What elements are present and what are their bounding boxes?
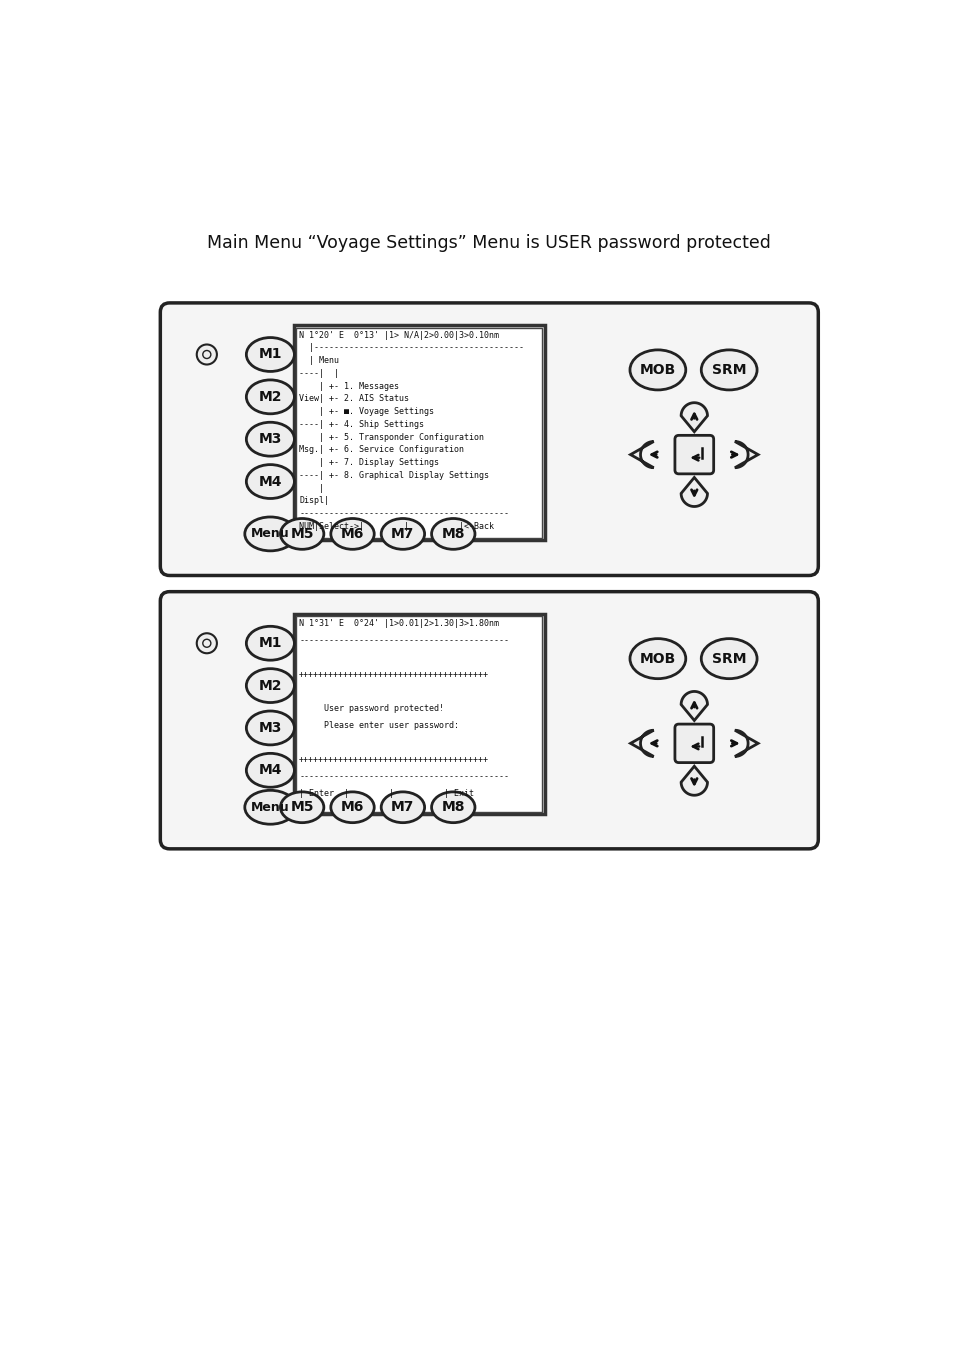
Text: M7: M7 (391, 801, 415, 814)
Text: M3: M3 (258, 721, 282, 734)
Text: M2: M2 (258, 679, 282, 693)
Ellipse shape (280, 792, 323, 822)
Text: SRM: SRM (711, 363, 745, 377)
Text: ------------------------------------------: ----------------------------------------… (298, 772, 509, 782)
Text: | Menu: | Menu (298, 356, 338, 365)
Text: | +- ■. Voyage Settings: | +- ■. Voyage Settings (298, 408, 434, 416)
Polygon shape (734, 441, 758, 467)
Text: N 1°20' E  0°13' |1> N/A|2>0.00|3>0.10nm: N 1°20' E 0°13' |1> N/A|2>0.00|3>0.10nm (298, 331, 498, 340)
Text: ----|  |: ----| | (298, 369, 338, 378)
Ellipse shape (246, 338, 294, 371)
Circle shape (203, 351, 211, 359)
Ellipse shape (280, 518, 323, 549)
Text: M5: M5 (290, 801, 314, 814)
Text: M8: M8 (441, 801, 464, 814)
Ellipse shape (331, 792, 374, 822)
Polygon shape (680, 767, 707, 795)
Polygon shape (630, 730, 653, 756)
Bar (294, 325, 544, 540)
Ellipse shape (245, 790, 295, 825)
FancyBboxPatch shape (674, 435, 713, 474)
Ellipse shape (245, 517, 295, 551)
Text: Main Menu “Voyage Settings” Menu is USER password protected: Main Menu “Voyage Settings” Menu is USER… (207, 234, 770, 252)
Text: M5: M5 (290, 526, 314, 541)
Polygon shape (680, 691, 707, 721)
Ellipse shape (246, 464, 294, 498)
Ellipse shape (246, 626, 294, 660)
FancyBboxPatch shape (160, 302, 818, 575)
Text: M6: M6 (340, 801, 364, 814)
Text: ----| +- 8. Graphical Display Settings: ----| +- 8. Graphical Display Settings (298, 471, 489, 479)
Text: M3: M3 (258, 432, 282, 447)
Text: | Enter  |        |          | Exit: | Enter | | | Exit (298, 790, 474, 798)
Text: Menu: Menu (251, 801, 290, 814)
Text: | +- 5. Transponder Configuration: | +- 5. Transponder Configuration (298, 432, 483, 441)
Text: Please enter user password:: Please enter user password: (298, 721, 458, 730)
Text: ------------------------------------------: ----------------------------------------… (298, 509, 509, 518)
Text: Displ|: Displ| (298, 497, 329, 505)
Text: ++++++++++++++++++++++++++++++++++++++: ++++++++++++++++++++++++++++++++++++++ (298, 756, 489, 764)
Ellipse shape (381, 792, 424, 822)
Ellipse shape (431, 792, 475, 822)
Text: ----| +- 4. Ship Settings: ----| +- 4. Ship Settings (298, 420, 423, 429)
Polygon shape (630, 441, 653, 467)
Text: |------------------------------------------: |---------------------------------------… (298, 343, 523, 352)
Ellipse shape (629, 350, 685, 390)
FancyBboxPatch shape (160, 591, 818, 849)
Ellipse shape (246, 379, 294, 414)
Circle shape (196, 344, 216, 364)
Ellipse shape (629, 639, 685, 679)
Text: M4: M4 (258, 475, 282, 489)
Bar (295, 617, 542, 811)
Text: User password protected!: User password protected! (298, 705, 443, 713)
Ellipse shape (431, 518, 475, 549)
Text: SRM: SRM (711, 652, 745, 666)
Text: M6: M6 (340, 526, 364, 541)
Polygon shape (680, 402, 707, 432)
Text: |: | (298, 483, 324, 493)
Text: M1: M1 (258, 347, 282, 362)
Text: MOB: MOB (639, 363, 676, 377)
Ellipse shape (246, 423, 294, 456)
Text: M8: M8 (441, 526, 464, 541)
Text: Msg.| +- 6. Service Configuration: Msg.| +- 6. Service Configuration (298, 446, 463, 455)
Ellipse shape (246, 711, 294, 745)
Ellipse shape (700, 639, 757, 679)
Text: | +- 1. Messages: | +- 1. Messages (298, 382, 398, 390)
Text: NUM|Select->|        |          |<-Back: NUM|Select->| | |<-Back (298, 521, 494, 531)
Circle shape (196, 633, 216, 653)
Text: MOB: MOB (639, 652, 676, 666)
Ellipse shape (381, 518, 424, 549)
Ellipse shape (331, 518, 374, 549)
Text: M7: M7 (391, 526, 415, 541)
Text: ++++++++++++++++++++++++++++++++++++++: ++++++++++++++++++++++++++++++++++++++ (298, 671, 489, 679)
FancyBboxPatch shape (674, 724, 713, 763)
Text: M1: M1 (258, 636, 282, 651)
Text: M4: M4 (258, 763, 282, 778)
Text: ------------------------------------------: ----------------------------------------… (298, 636, 509, 645)
Text: M2: M2 (258, 390, 282, 404)
Polygon shape (680, 478, 707, 506)
Circle shape (203, 640, 211, 647)
Bar (295, 328, 542, 537)
Polygon shape (734, 730, 758, 756)
Text: Menu: Menu (251, 528, 290, 540)
Ellipse shape (246, 753, 294, 787)
Text: | +- 7. Display Settings: | +- 7. Display Settings (298, 458, 438, 467)
Ellipse shape (246, 668, 294, 702)
Bar (294, 614, 544, 814)
Ellipse shape (700, 350, 757, 390)
Text: View| +- 2. AIS Status: View| +- 2. AIS Status (298, 394, 409, 404)
Text: N 1°31' E  0°24' |1>0.01|2>1.30|3>1.80nm: N 1°31' E 0°24' |1>0.01|2>1.30|3>1.80nm (298, 620, 498, 628)
